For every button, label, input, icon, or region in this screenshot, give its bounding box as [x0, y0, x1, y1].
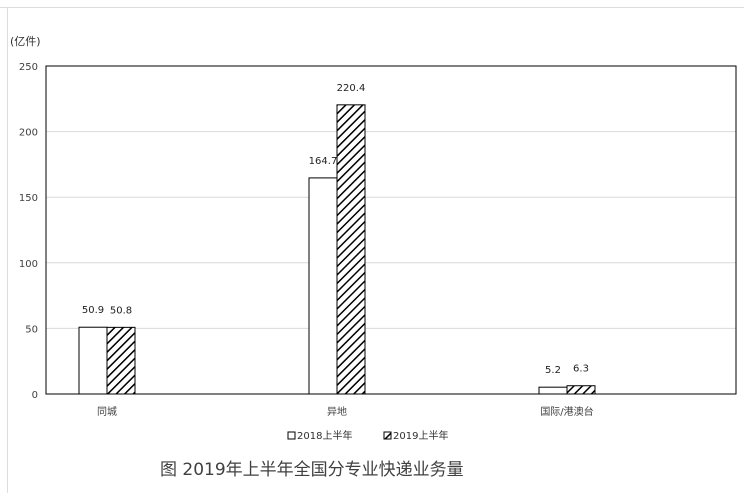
bar: [106, 326, 136, 395]
y-tick-label: 0: [32, 390, 38, 401]
x-axis-categories: 同城 异地 国际/港澳台: [97, 405, 594, 418]
data-labels: 50.9 50.8 164.7 220.4 5.2 6.3: [82, 83, 589, 376]
legend: 2018上半年 2019上半年: [287, 429, 448, 442]
category-label: 同城: [97, 406, 117, 418]
bar: [78, 326, 108, 395]
y-tick-label: 250: [19, 62, 38, 73]
data-label: 5.2: [545, 365, 561, 376]
legend-label-2019: 2019上半年: [393, 429, 448, 442]
plot-frame: [45, 65, 737, 395]
bars: [78, 104, 596, 395]
data-label: 6.3: [573, 364, 589, 375]
data-label: 50.9: [82, 305, 104, 316]
y-tick-label: 150: [19, 193, 38, 204]
y-unit-label: (亿件): [10, 35, 41, 48]
legend-swatch-2018: [287, 431, 296, 440]
legend-swatch-2019: [383, 431, 392, 440]
legend-label-2018: 2018上半年: [297, 429, 352, 442]
chart-caption: 图 2019年上半年全国分专业快递业务量: [160, 460, 464, 480]
gridlines: [46, 65, 736, 329]
data-label: 220.4: [337, 83, 366, 94]
bar: [566, 385, 596, 395]
y-axis-ticks: 0 50 100 150 200 250: [19, 62, 38, 401]
data-label: 50.8: [110, 305, 132, 316]
y-tick-label: 100: [19, 259, 38, 270]
category-label: 国际/港澳台: [540, 405, 593, 418]
bar: [538, 386, 568, 395]
y-tick-label: 50: [25, 324, 38, 335]
bar: [308, 177, 338, 395]
data-label: 164.7: [309, 156, 338, 167]
category-label: 异地: [327, 405, 347, 418]
bar: [336, 104, 366, 395]
y-tick-label: 200: [19, 128, 38, 139]
